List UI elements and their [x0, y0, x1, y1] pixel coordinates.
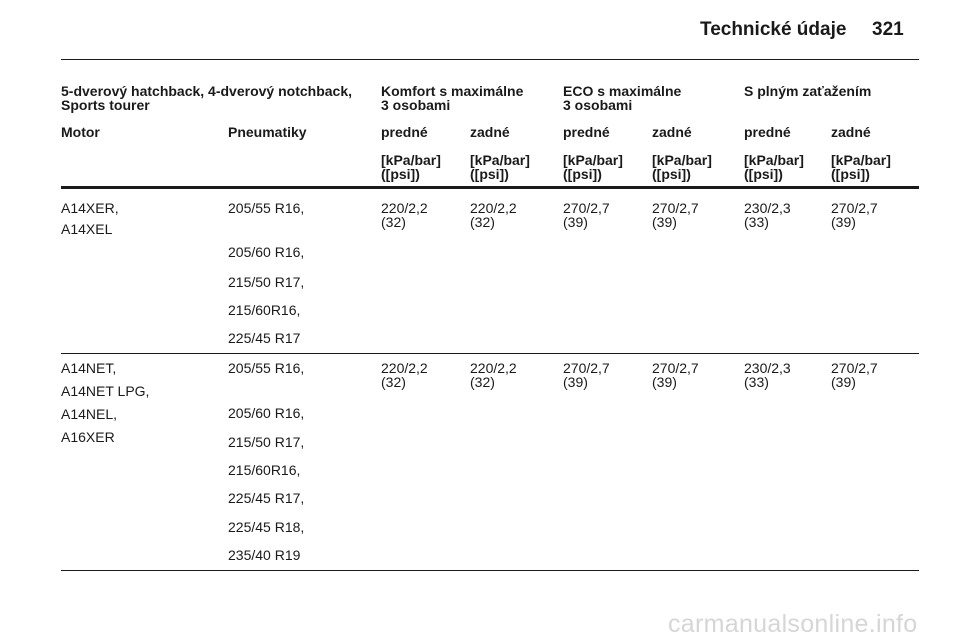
watermark: carmanualsonline.info	[668, 610, 918, 638]
pressure-value: 220/2,2 (32)	[470, 200, 517, 230]
motor-code: A14NET LPG,	[61, 383, 150, 399]
page-number: 321	[872, 19, 904, 40]
unit-header: [kPa/bar] ([psi])	[831, 152, 891, 182]
header-rule	[61, 59, 919, 60]
motor-code: A14XER,	[61, 200, 119, 216]
motor-code: A14NEL,	[61, 406, 118, 422]
pressure-value: 270/2,7 (39)	[652, 360, 699, 390]
col-header-eco-rear: zadné	[652, 124, 692, 140]
col-header-comfort-front: predné	[381, 124, 428, 140]
tyre-size: 225/45 R18,	[228, 519, 305, 535]
group-header-comfort: Komfort s maximálne 3 osobami	[381, 83, 524, 113]
col-header-comfort-rear: zadné	[470, 124, 510, 140]
pressure-value: 220/2,2 (32)	[381, 360, 428, 390]
pressure-value: 220/2,2 (32)	[381, 200, 428, 230]
motor-code: A14XEL	[61, 221, 113, 237]
unit-header: [kPa/bar] ([psi])	[652, 152, 712, 182]
table-bottom-rule	[61, 570, 919, 571]
tyre-size: 215/60R16,	[228, 462, 301, 478]
tyre-size: 215/50 R17,	[228, 434, 305, 450]
col-header-motor: Motor	[61, 124, 100, 140]
col-header-tyres: Pneumatiky	[228, 124, 307, 140]
page-title: Technické údaje	[700, 19, 847, 40]
row-divider	[61, 353, 919, 354]
group-header-full-load: S plným zaťažením	[744, 83, 872, 99]
pressure-value: 270/2,7 (39)	[652, 200, 699, 230]
pressure-value: 270/2,7 (39)	[563, 200, 610, 230]
group-header-body-type: 5-dverový hatchback, 4-dverový notchback…	[61, 83, 352, 113]
motor-code: A16XER	[61, 429, 115, 445]
col-header-eco-front: predné	[563, 124, 610, 140]
col-header-full-rear: zadné	[831, 124, 871, 140]
tyre-size: 225/45 R17	[228, 330, 301, 346]
tyre-size: 205/60 R16,	[228, 244, 305, 260]
motor-code: A14NET,	[61, 360, 117, 376]
unit-header: [kPa/bar] ([psi])	[470, 152, 530, 182]
pressure-value: 270/2,7 (39)	[563, 360, 610, 390]
pressure-value: 230/2,3 (33)	[744, 200, 791, 230]
tyre-size: 205/60 R16,	[228, 405, 305, 421]
tyre-size: 225/45 R17,	[228, 490, 305, 506]
tyre-size: 205/55 R16,	[228, 360, 305, 376]
tyre-size: 235/40 R19	[228, 547, 301, 563]
unit-header: [kPa/bar] ([psi])	[744, 152, 804, 182]
tyre-size: 215/50 R17,	[228, 274, 305, 290]
pressure-value: 270/2,7 (39)	[831, 360, 878, 390]
col-header-full-front: predné	[744, 124, 791, 140]
pressure-value: 270/2,7 (39)	[831, 200, 878, 230]
group-header-eco: ECO s maximálne 3 osobami	[563, 83, 682, 113]
pressure-value: 230/2,3 (33)	[744, 360, 791, 390]
tyre-size: 215/60R16,	[228, 302, 301, 318]
header-bottom-rule	[61, 186, 919, 189]
unit-header: [kPa/bar] ([psi])	[381, 152, 441, 182]
tyre-size: 205/55 R16,	[228, 200, 305, 216]
unit-header: [kPa/bar] ([psi])	[563, 152, 623, 182]
pressure-value: 220/2,2 (32)	[470, 360, 517, 390]
